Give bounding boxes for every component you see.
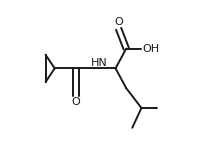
Text: O: O: [114, 17, 123, 27]
Text: OH: OH: [142, 44, 159, 54]
Text: HN: HN: [90, 58, 107, 68]
Text: O: O: [72, 97, 80, 107]
